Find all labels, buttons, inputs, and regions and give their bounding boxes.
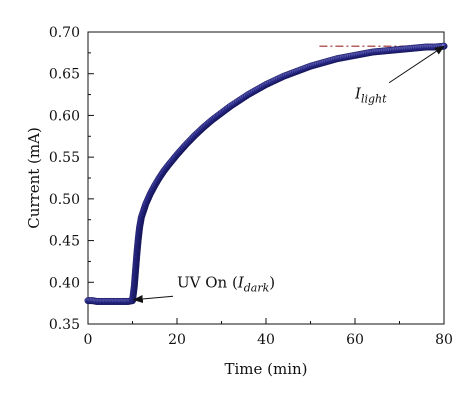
x-tick-label: 60	[346, 332, 364, 348]
y-tick-label: 0.55	[49, 150, 80, 166]
plot-area	[87, 31, 445, 325]
annotation-subscript: dark	[244, 281, 270, 294]
annotation-uv-on: UV On (Idark)	[177, 273, 275, 294]
y-tick-label: 0.70	[49, 25, 80, 41]
x-axis-title: Time (min)	[224, 360, 307, 378]
annotation-variable: I	[237, 273, 245, 291]
annotation-arrow	[132, 295, 174, 303]
annotation-subscript: light	[361, 93, 387, 106]
y-tick-label: 0.65	[49, 67, 80, 83]
annotation-prefix: UV On (	[177, 273, 238, 291]
y-tick-label: 0.60	[49, 108, 80, 124]
y-tick-label: 0.35	[49, 317, 80, 333]
annotation-variable: I	[354, 85, 362, 103]
y-axis-title: Current (mA)	[25, 127, 43, 229]
x-tick-label: 40	[257, 332, 275, 348]
y-tick-label: 0.45	[49, 234, 80, 250]
data-point	[440, 42, 448, 50]
annotations: UV On (Idark)Ilight	[132, 45, 445, 303]
data-points	[84, 42, 448, 305]
x-tick-label: 0	[84, 332, 93, 348]
annotation-suffix: )	[269, 273, 275, 291]
y-tick-label: 0.40	[49, 275, 80, 291]
x-tick-label: 80	[435, 332, 453, 348]
x-tick-label: 20	[168, 332, 186, 348]
axis-ticks: 0 20 40 60 80 0.35 0.40 0.45 0.50 0.55 0.60 0.65 0.7…	[49, 25, 453, 348]
y-tick-label: 0.50	[49, 192, 80, 208]
annotation-i-light: Ilight	[354, 85, 387, 106]
annotation-arrow	[388, 45, 445, 84]
